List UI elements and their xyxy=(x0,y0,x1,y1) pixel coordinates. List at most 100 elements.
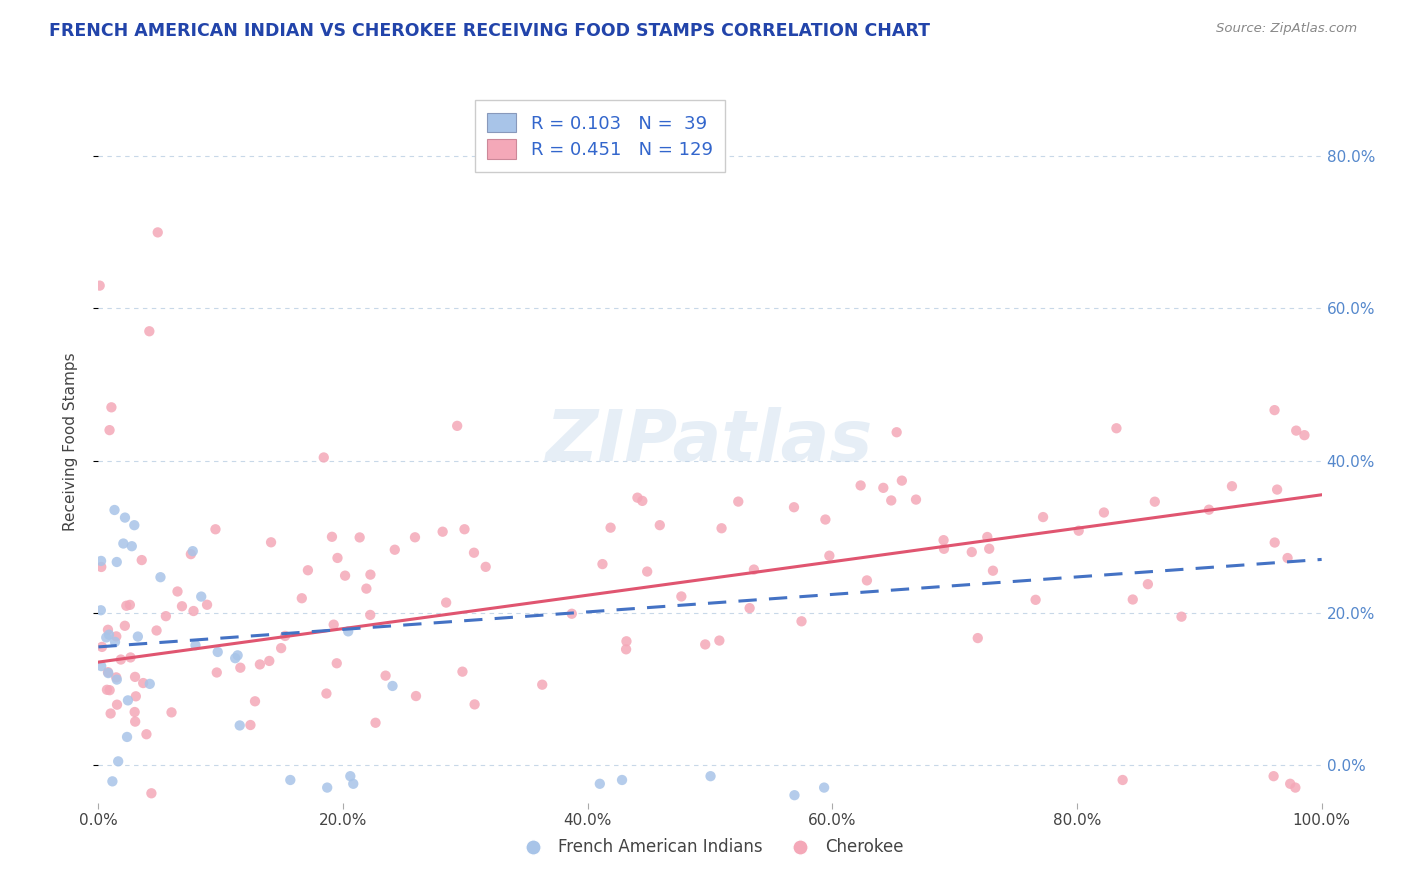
Point xyxy=(1136,577,1159,591)
Point xyxy=(976,530,998,544)
Point xyxy=(97,666,120,681)
Point xyxy=(170,599,193,614)
Point xyxy=(90,603,112,617)
Point xyxy=(1220,479,1243,493)
Point xyxy=(932,533,955,548)
Point xyxy=(1285,424,1308,438)
Point xyxy=(814,512,837,526)
Point xyxy=(90,554,112,568)
Point xyxy=(274,629,297,643)
Point xyxy=(1032,510,1054,524)
Point xyxy=(727,494,749,508)
Point xyxy=(695,637,717,651)
Point xyxy=(636,565,658,579)
Y-axis label: Receiving Food Stamps: Receiving Food Stamps xyxy=(63,352,77,531)
Point xyxy=(626,491,648,505)
Point xyxy=(818,549,841,563)
Point xyxy=(451,665,474,679)
Point xyxy=(405,689,427,703)
Point xyxy=(1122,592,1144,607)
Point xyxy=(260,535,283,549)
Point xyxy=(131,553,153,567)
Point xyxy=(710,521,733,535)
Point xyxy=(229,661,252,675)
Point xyxy=(1294,428,1316,442)
Point xyxy=(110,834,132,848)
Point xyxy=(243,694,266,708)
Point xyxy=(432,524,454,539)
Point xyxy=(1277,551,1299,566)
Point xyxy=(105,555,128,569)
Point xyxy=(204,522,226,536)
Point xyxy=(880,493,903,508)
Point xyxy=(115,599,138,613)
Point xyxy=(326,551,349,566)
Point xyxy=(979,541,1001,556)
Point xyxy=(315,686,337,700)
Point xyxy=(166,584,188,599)
Point xyxy=(195,598,218,612)
Point xyxy=(966,631,988,645)
Point xyxy=(872,481,894,495)
Point xyxy=(591,557,613,571)
Point xyxy=(121,539,143,553)
Point xyxy=(184,638,207,652)
Point xyxy=(531,678,554,692)
Point xyxy=(132,676,155,690)
Point xyxy=(135,727,157,741)
Point xyxy=(474,559,496,574)
Point xyxy=(103,503,125,517)
Point xyxy=(326,657,349,671)
Point xyxy=(278,772,301,787)
Point xyxy=(599,521,621,535)
Point xyxy=(359,607,381,622)
Point xyxy=(1263,769,1285,783)
Text: ZIPatlas: ZIPatlas xyxy=(547,407,873,476)
Point xyxy=(1092,506,1115,520)
Point xyxy=(464,698,486,712)
Point xyxy=(127,630,149,644)
Point xyxy=(960,545,983,559)
Point xyxy=(224,651,246,665)
Point xyxy=(291,591,314,606)
Text: FRENCH AMERICAN INDIAN VS CHEROKEE RECEIVING FOOD STAMPS CORRELATION CHART: FRENCH AMERICAN INDIAN VS CHEROKEE RECEI… xyxy=(49,22,931,40)
Point xyxy=(91,640,114,654)
Point xyxy=(124,518,146,533)
Point xyxy=(124,714,146,729)
Point xyxy=(160,706,183,720)
Point xyxy=(671,590,693,604)
Point xyxy=(97,665,120,680)
Point xyxy=(321,530,343,544)
Point xyxy=(384,542,406,557)
Point xyxy=(118,598,141,612)
Point xyxy=(124,705,146,719)
Point xyxy=(105,698,128,712)
Point xyxy=(1143,494,1166,508)
Point xyxy=(105,670,128,684)
Point xyxy=(205,665,228,680)
Point xyxy=(904,492,927,507)
Point xyxy=(1263,403,1285,417)
Point xyxy=(89,278,111,293)
Point xyxy=(404,530,426,544)
Point xyxy=(631,494,654,508)
Point xyxy=(614,642,637,657)
Point xyxy=(616,634,638,648)
Point xyxy=(886,425,908,440)
Point xyxy=(610,772,633,787)
Point xyxy=(149,570,172,584)
Point xyxy=(226,648,249,663)
Point xyxy=(259,654,281,668)
Point xyxy=(453,522,475,536)
Point xyxy=(1264,535,1286,549)
Point xyxy=(356,582,378,596)
Point xyxy=(337,624,360,639)
Point xyxy=(783,500,806,515)
Legend: French American Indians, Cherokee: French American Indians, Cherokee xyxy=(510,831,910,863)
Point xyxy=(813,780,835,795)
Point xyxy=(1067,524,1090,538)
Point xyxy=(1111,772,1133,787)
Point xyxy=(97,623,120,637)
Point xyxy=(270,641,292,656)
Point xyxy=(105,673,128,687)
